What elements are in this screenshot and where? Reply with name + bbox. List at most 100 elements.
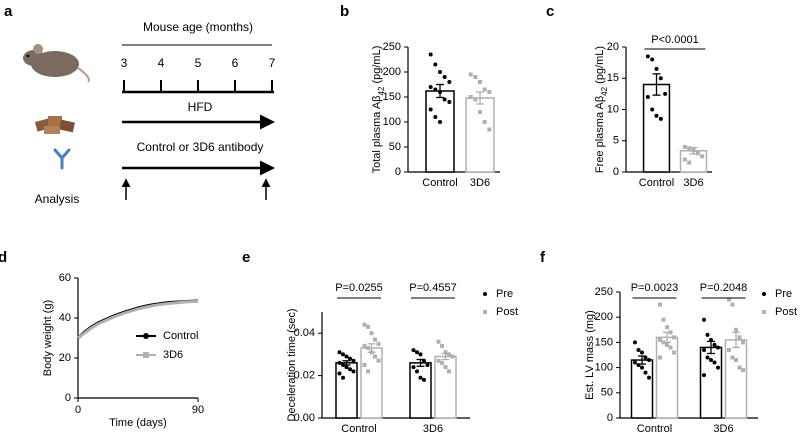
annotation: P=0.4557 <box>409 282 456 294</box>
data-point <box>478 80 482 84</box>
y-axis-label: Total plasma Aβ42 (pg/mL) <box>371 46 386 174</box>
bar <box>642 83 671 173</box>
data-point <box>366 346 370 351</box>
food-icon <box>34 116 75 134</box>
y-tick-label: 50 <box>601 387 613 399</box>
data-point <box>658 116 663 121</box>
data-point <box>440 360 444 365</box>
data-point <box>337 371 342 376</box>
y-axis-label-part: Free plasma Aβ <box>594 96 606 173</box>
y-tick-label: 200 <box>595 311 613 323</box>
data-point <box>650 107 655 112</box>
data-point <box>716 345 720 350</box>
data-point <box>362 363 367 367</box>
data-point <box>665 325 669 330</box>
data-point <box>351 358 356 363</box>
data-point <box>737 335 742 340</box>
x-tick-label: Control <box>639 177 674 189</box>
y-tick-label: 60 <box>59 272 71 284</box>
y-tick-label: 0.02 <box>294 370 315 382</box>
data-point <box>645 54 650 59</box>
data-point <box>650 57 655 62</box>
bar <box>425 90 455 173</box>
y-tick-label: 15 <box>607 72 619 84</box>
data-point <box>366 324 370 329</box>
data-point <box>362 343 367 348</box>
x-tick-label: Control <box>341 423 376 433</box>
data-point <box>337 360 342 365</box>
x-tick-label: 0 <box>75 404 81 416</box>
y-axis-label: Deceleration time (sec) <box>286 308 298 421</box>
y-tick-label: 250 <box>595 286 613 298</box>
y-tick-label: 10 <box>607 103 619 115</box>
y-tick-label: 20 <box>607 41 619 53</box>
data-point <box>658 302 662 307</box>
data-point <box>428 52 433 57</box>
data-point <box>433 87 438 92</box>
x-tick-label: 3D6 <box>683 177 703 189</box>
data-point <box>373 354 377 359</box>
data-point <box>705 355 710 360</box>
data-point <box>672 335 676 340</box>
data-point <box>438 70 442 74</box>
legend-label: Post <box>496 306 518 318</box>
data-point <box>473 75 478 79</box>
data-point <box>682 157 687 162</box>
legend-label: Control <box>163 330 198 342</box>
data-point <box>442 75 447 79</box>
data-point <box>647 358 651 363</box>
data-point <box>695 151 700 156</box>
x-tick-label: 3D6 <box>470 177 490 189</box>
y-axis-label: Free plasma Aβ42 (pg/mL) <box>594 46 609 173</box>
data-point <box>428 107 433 112</box>
data-point <box>344 365 349 370</box>
y-axis-label-part: Total plasma Aβ <box>371 96 383 174</box>
y-axis-label: Est. LV mass (mg) <box>584 310 596 400</box>
data-point <box>687 146 692 151</box>
data-point <box>478 110 482 114</box>
data-point <box>702 317 706 322</box>
data-point <box>645 95 650 99</box>
data-point <box>341 352 345 357</box>
data-point <box>643 370 648 375</box>
data-point <box>741 368 745 373</box>
data-point <box>636 347 641 352</box>
data-point <box>482 120 487 124</box>
data-point <box>428 85 433 89</box>
data-point <box>487 127 492 132</box>
annotation: P=0.0023 <box>631 282 678 294</box>
age-label: 4 <box>158 56 165 70</box>
data-point <box>709 358 713 363</box>
diet-label: HFD <box>188 100 213 114</box>
bar <box>465 97 495 173</box>
panel-letter: a <box>4 3 13 20</box>
data-point <box>727 297 731 302</box>
panel-letter: f <box>540 249 546 266</box>
data-point <box>658 355 662 360</box>
data-point <box>438 120 442 124</box>
data-point <box>422 377 426 382</box>
data-point <box>443 365 448 370</box>
data-point <box>341 375 345 380</box>
x-axis-label: Time (days) <box>109 417 167 429</box>
panel-letter: d <box>0 249 7 266</box>
panel-a: a Analysis Mouse age (months) 3 4 5 6 7 HFD <box>4 3 276 206</box>
y-tick-label: 50 <box>389 141 401 153</box>
legend-label: Post <box>775 306 797 318</box>
y-tick-label: 150 <box>595 336 613 348</box>
data-point <box>482 87 487 92</box>
data-point <box>436 358 441 363</box>
y-tick-label: 20 <box>59 352 71 364</box>
data-point <box>654 66 659 71</box>
data-point <box>682 145 687 149</box>
data-point <box>362 322 367 327</box>
data-point <box>661 317 666 322</box>
data-point <box>366 369 370 374</box>
annotation: P<0.0001 <box>651 34 698 46</box>
data-point <box>415 369 419 374</box>
y-tick-label: 150 <box>383 91 401 103</box>
x-tick-label: Control <box>637 423 672 433</box>
